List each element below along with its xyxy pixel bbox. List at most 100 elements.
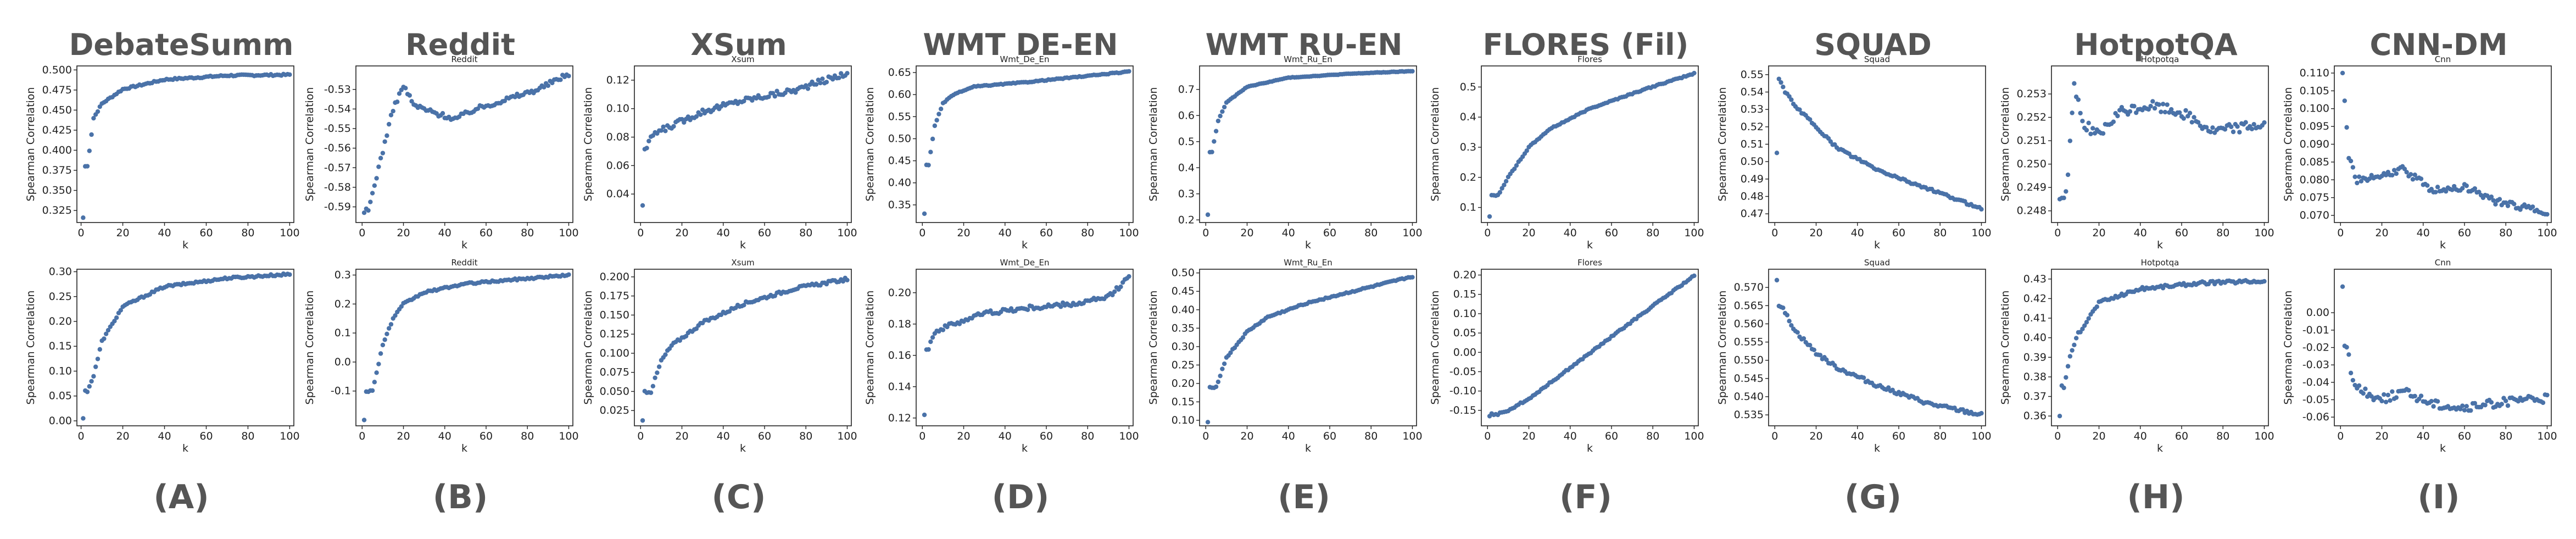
data-point-d-bottom	[940, 327, 946, 332]
data-point-i-top	[2367, 176, 2372, 181]
data-point-h-top	[2115, 113, 2120, 119]
data-point-d-top	[936, 112, 941, 116]
data-point-b-top	[397, 91, 402, 96]
data-point-g-bottom	[1832, 363, 1837, 368]
data-point-e-bottom	[1215, 379, 1221, 385]
data-point-h-top	[2067, 138, 2073, 143]
column-title-b: Reddit	[405, 27, 515, 62]
data-point-c-bottom	[648, 390, 654, 395]
data-point-h-bottom	[2094, 304, 2099, 309]
data-point-i-bottom	[2350, 377, 2356, 383]
x-tick-label-f-top: 40	[1564, 227, 1577, 239]
x-tick-label-e-bottom: 100	[1402, 430, 1422, 442]
x-axis-label-b-top: k	[461, 239, 467, 251]
y-tick-label-e-bottom: 0.30	[1172, 341, 1195, 353]
x-tick-label-h-top: 80	[2216, 227, 2229, 239]
plot-title-d-bottom: Wmt_De_En	[1000, 258, 1049, 268]
x-tick-label-b-bottom: 0	[359, 430, 365, 442]
data-point-b-top	[361, 210, 367, 215]
data-point-a-bottom	[95, 357, 101, 362]
panel-letter-g: (G)	[1844, 478, 1902, 516]
plot-title-h-top: Hotpotqa	[2141, 54, 2179, 64]
y-tick-label-d-bottom: 0.12	[888, 412, 911, 424]
y-tick-label-h-bottom: 0.43	[2023, 273, 2047, 285]
x-tick-label-f-top: 20	[1522, 227, 1535, 239]
data-point-h-top	[2088, 131, 2093, 136]
data-point-c-top	[824, 80, 829, 85]
x-tick-label-c-bottom: 100	[837, 430, 857, 442]
x-tick-label-e-bottom: 60	[1323, 430, 1336, 442]
x-axis-label-h-bottom: k	[2157, 442, 2163, 454]
data-point-h-bottom	[2067, 354, 2073, 359]
data-point-d-bottom	[926, 347, 931, 352]
y-tick-label-c-top: 0.08	[606, 131, 629, 143]
x-tick-label-g-top: 60	[1892, 227, 1905, 239]
x-axis-label-g-bottom: k	[1874, 442, 1880, 454]
data-point-a-bottom	[287, 272, 292, 277]
y-tick-label-b-bottom: 0.3	[334, 269, 351, 281]
y-tick-label-c-bottom: 0.200	[600, 271, 629, 283]
data-point-c-top	[813, 82, 819, 87]
y-tick-label-h-bottom: 0.38	[2023, 371, 2047, 383]
y-axis-label-e-bottom: Spearman Correlation	[1147, 291, 1159, 405]
data-point-i-top	[2358, 179, 2364, 184]
data-point-i-bottom	[2429, 398, 2434, 404]
y-tick-label-f-bottom: -0.05	[1449, 365, 1476, 377]
y-axis-label-i-bottom: Spearman Correlation	[2282, 291, 2294, 405]
x-tick-label-g-bottom: 20	[1809, 430, 1822, 442]
data-point-i-top	[2418, 176, 2424, 181]
x-tick-label-f-top: 0	[1484, 227, 1491, 239]
data-point-h-top	[2262, 120, 2267, 125]
data-point-a-bottom	[97, 347, 102, 352]
data-point-i-top	[2512, 202, 2517, 207]
y-tick-label-h-top: 0.250	[2017, 158, 2047, 170]
data-point-b-bottom	[388, 322, 394, 327]
x-tick-label-a-top: 80	[241, 227, 254, 239]
data-point-c-top	[644, 146, 649, 151]
panel-letter-b: (B)	[433, 478, 488, 516]
plot-title-i-top: Cnn	[2435, 54, 2451, 64]
data-point-b-top	[376, 164, 381, 169]
y-tick-label-h-bottom: 0.40	[2023, 332, 2047, 344]
data-point-i-top	[2493, 202, 2498, 207]
x-tick-label-d-top: 100	[1119, 227, 1139, 239]
column-title-d: WMT DE-EN	[923, 27, 1118, 62]
data-point-i-bottom	[2503, 398, 2508, 403]
plot-title-c-bottom: Xsum	[731, 258, 754, 268]
data-point-c-top	[741, 98, 746, 104]
column-title-h: HotpotQA	[2074, 27, 2238, 62]
x-tick-label-b-bottom: 20	[397, 430, 410, 442]
y-tick-label-e-bottom: 0.25	[1172, 359, 1195, 371]
data-point-i-top	[2412, 173, 2417, 177]
panel-letter-e: (E)	[1278, 478, 1330, 516]
x-tick-label-g-top: 20	[1809, 227, 1822, 239]
data-point-c-top	[766, 94, 771, 99]
x-axis-label-i-top: k	[2440, 239, 2446, 251]
data-point-f-top	[1514, 163, 1519, 168]
data-point-i-top	[2342, 98, 2348, 103]
data-point-i-bottom	[2412, 393, 2417, 399]
data-point-i-bottom	[2388, 398, 2393, 403]
y-tick-label-i-bottom: -0.01	[2302, 324, 2329, 336]
y-tick-label-a-top: 0.400	[42, 144, 72, 156]
x-tick-label-g-bottom: 60	[1892, 430, 1905, 442]
data-point-d-bottom	[922, 412, 927, 418]
x-tick-label-i-top: 0	[2337, 227, 2344, 239]
data-point-h-top	[2132, 104, 2137, 109]
data-point-d-bottom	[1127, 274, 1131, 279]
x-tick-label-e-bottom: 20	[1240, 430, 1253, 442]
data-point-i-top	[2450, 187, 2455, 192]
data-point-i-bottom	[2390, 389, 2395, 394]
x-tick-label-g-bottom: 100	[1971, 430, 1991, 442]
data-point-c-top	[820, 76, 825, 81]
data-point-a-bottom	[112, 319, 117, 324]
data-point-e-top	[1218, 113, 1223, 119]
x-tick-label-a-bottom: 20	[116, 430, 129, 442]
data-point-e-top	[1215, 118, 1221, 124]
data-point-g-bottom	[1801, 336, 1806, 341]
data-point-a-bottom	[89, 379, 94, 384]
data-point-g-bottom	[1861, 375, 1866, 380]
y-tick-label-a-bottom: 0.10	[49, 365, 72, 377]
data-point-h-top	[2177, 110, 2182, 115]
